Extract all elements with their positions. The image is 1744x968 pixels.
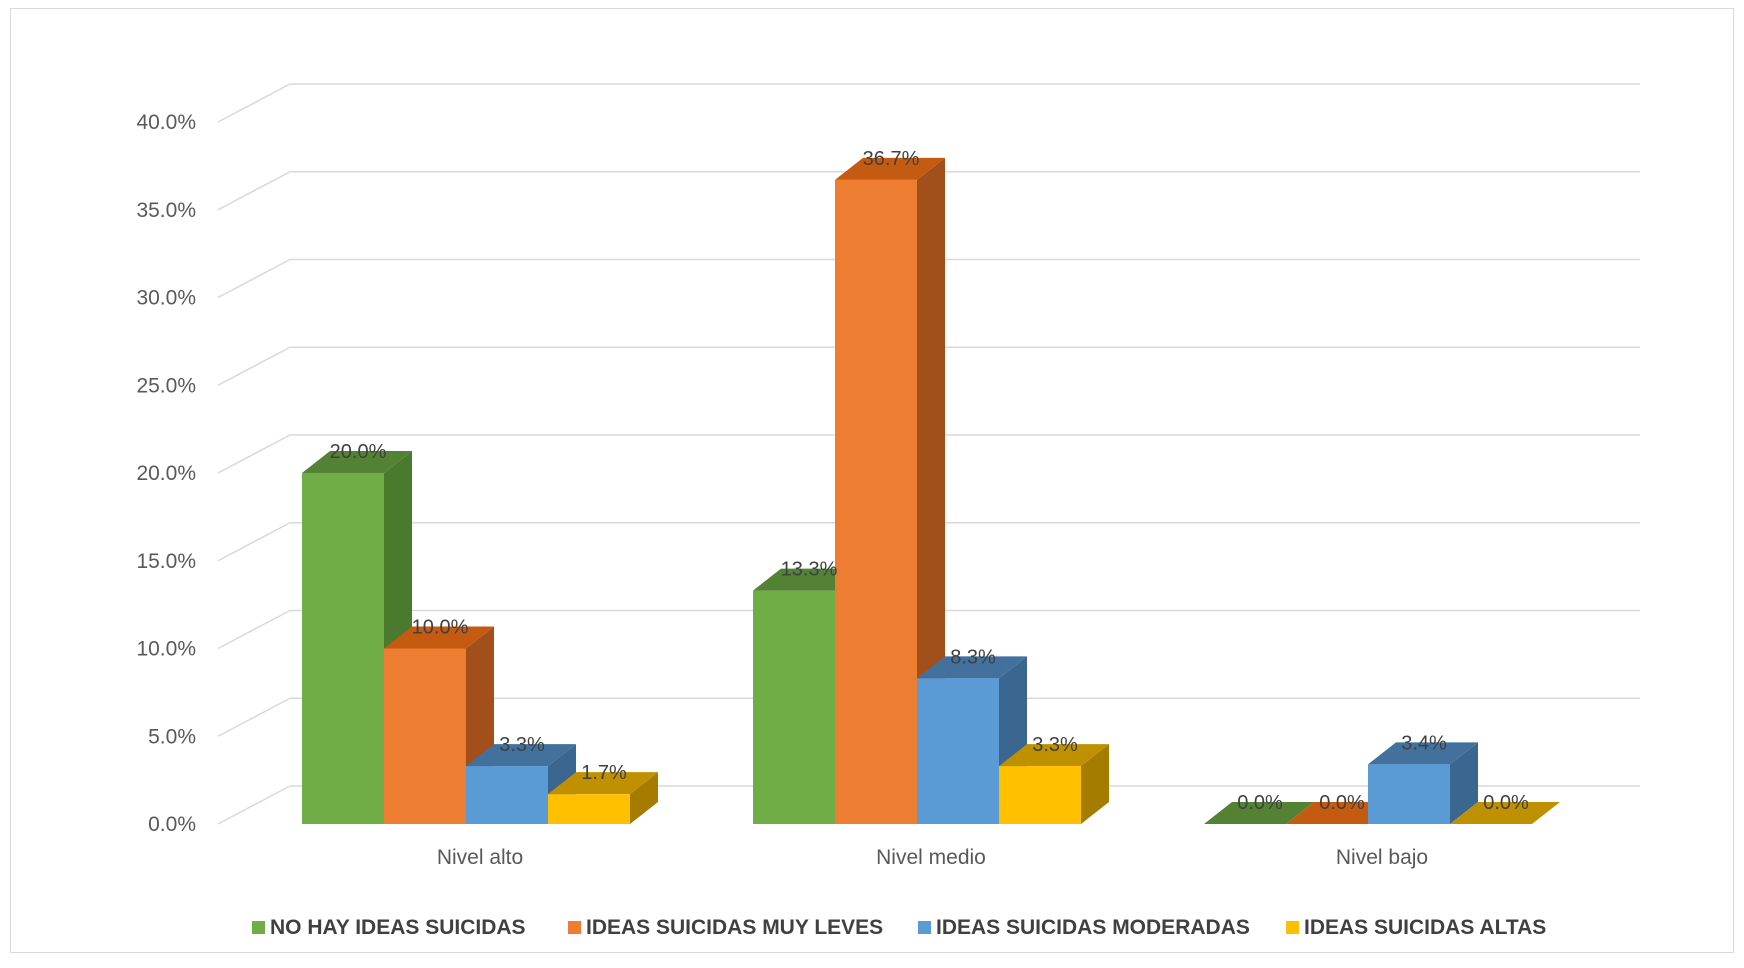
data-label: 13.3% xyxy=(781,559,838,581)
legend-label: IDEAS SUICIDAS MUY LEVES xyxy=(586,916,883,939)
bar-front xyxy=(302,473,384,824)
bar-top xyxy=(917,656,1027,679)
data-labels: 20.0% 10.0% 3.3% 1.7% 13.3% 36.7% 8.3% 3.3% 0.0%… xyxy=(330,148,1529,814)
back-wall xyxy=(217,83,1640,825)
bar-top xyxy=(999,744,1109,767)
bar-front xyxy=(466,766,548,824)
bar xyxy=(1368,742,1478,824)
bars-group xyxy=(302,157,1560,825)
bar-top xyxy=(1368,742,1478,765)
data-label: 10.0% xyxy=(412,617,469,639)
bar-top xyxy=(466,744,576,767)
legend-item: IDEAS SUICIDAS ALTAS xyxy=(1286,916,1546,939)
bar xyxy=(999,744,1109,824)
legend-item: IDEAS SUICIDAS MUY LEVES xyxy=(568,916,883,939)
x-category-label: Nivel medio xyxy=(876,846,986,869)
y-tick-label: 15.0% xyxy=(136,550,196,573)
y-tick-label: 35.0% xyxy=(136,199,196,222)
bar-top xyxy=(835,157,945,180)
legend-item: NO HAY IDEAS SUICIDAS xyxy=(252,916,526,939)
y-tick-label: 30.0% xyxy=(136,287,196,310)
legend: NO HAY IDEAS SUICIDAS IDEAS SUICIDAS MUY … xyxy=(252,916,1546,939)
legend-label: NO HAY IDEAS SUICIDAS xyxy=(270,916,526,939)
bar-top xyxy=(384,626,494,649)
bar-side xyxy=(917,157,945,825)
x-category-label: Nivel bajo xyxy=(1336,846,1428,869)
legend-swatch xyxy=(918,921,931,934)
bar-front xyxy=(753,590,835,824)
data-label: 0.0% xyxy=(1237,792,1283,814)
data-label: 8.3% xyxy=(950,646,996,668)
legend-swatch xyxy=(1286,921,1299,934)
bar xyxy=(1204,802,1314,824)
bar-side xyxy=(1081,744,1109,824)
y-tick-label: 20.0% xyxy=(136,462,196,485)
bar xyxy=(548,772,658,824)
legend-label: IDEAS SUICIDAS ALTAS xyxy=(1304,916,1546,939)
x-axis-categories: Nivel alto Nivel medio Nivel bajo xyxy=(437,846,1428,869)
data-label: 1.7% xyxy=(581,762,627,784)
gridline-diagonal xyxy=(217,434,291,474)
bar-front xyxy=(548,794,630,824)
gridline-diagonal xyxy=(217,785,291,825)
bar-front xyxy=(384,648,466,824)
y-tick-label: 40.0% xyxy=(136,111,196,134)
gridline-diagonal xyxy=(217,258,291,299)
gridline-diagonal xyxy=(217,346,291,386)
y-tick-label: 0.0% xyxy=(148,813,196,836)
bar xyxy=(835,157,945,825)
bar xyxy=(302,451,412,824)
gridline-diagonal xyxy=(217,83,291,123)
data-label: 0.0% xyxy=(1319,792,1365,814)
gridline-diagonal xyxy=(217,697,291,737)
x-category-label: Nivel alto xyxy=(437,846,523,869)
bar-side xyxy=(1450,742,1478,824)
bar xyxy=(1450,802,1560,824)
bar-top xyxy=(302,451,412,473)
data-label: 20.0% xyxy=(330,441,387,463)
legend-item: IDEAS SUICIDAS MODERADAS xyxy=(918,916,1250,939)
legend-swatch xyxy=(568,921,581,934)
bar-top xyxy=(548,772,658,795)
data-label: 3.3% xyxy=(1032,734,1078,756)
gridline-diagonal xyxy=(217,609,291,650)
gridline-diagonal xyxy=(217,522,291,562)
bar-side xyxy=(630,772,658,824)
y-tick-label: 25.0% xyxy=(136,374,196,397)
bar-front xyxy=(1368,764,1450,824)
y-axis-ticks: 0.0% 5.0% 10.0% 15.0% 20.0% 25.0% 30.0% 35.0% 40… xyxy=(136,111,196,836)
bar-front xyxy=(917,678,999,824)
y-tick-label: 10.0% xyxy=(136,638,196,661)
gridline-diagonal xyxy=(217,171,291,211)
bar-front xyxy=(999,766,1081,824)
data-label: 3.4% xyxy=(1401,732,1447,754)
data-label: 3.3% xyxy=(499,734,545,756)
bar-top xyxy=(1450,802,1560,824)
y-tick-label: 5.0% xyxy=(148,725,196,748)
legend-swatch xyxy=(252,921,265,934)
legend-label: IDEAS SUICIDAS MODERADAS xyxy=(936,916,1250,939)
bar-front xyxy=(835,179,917,825)
bar-top xyxy=(1204,802,1314,824)
data-label: 36.7% xyxy=(863,148,920,170)
chart-border xyxy=(10,8,1734,953)
data-label: 0.0% xyxy=(1483,792,1529,814)
